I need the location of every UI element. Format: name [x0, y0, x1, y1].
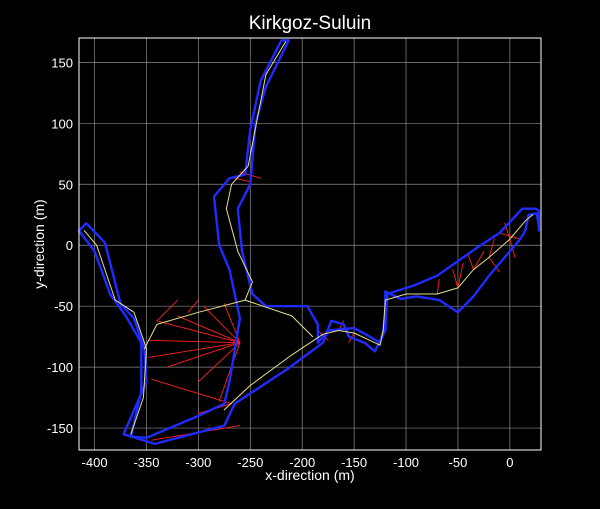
- splays-polyline: [467, 254, 474, 271]
- centerline-polyline: [244, 299, 314, 338]
- y-tick-label: -150: [47, 421, 73, 436]
- splays-polyline: [452, 269, 459, 289]
- plot-frame: [78, 37, 542, 451]
- x-axis-label: x-direction (m): [265, 467, 354, 483]
- splays-polyline: [234, 177, 251, 183]
- y-tick-label: -50: [54, 299, 73, 314]
- x-tick-label: -300: [185, 455, 211, 470]
- x-tick-label: -200: [289, 455, 315, 470]
- x-tick-label: -400: [82, 455, 108, 470]
- splays-polyline: [488, 238, 495, 258]
- splays-polyline: [166, 342, 241, 368]
- splays-polyline: [488, 256, 500, 273]
- y-tick-label: -100: [47, 360, 73, 375]
- centerline-polyline: [223, 299, 386, 411]
- x-tick-label: -150: [341, 455, 367, 470]
- plot-lines: [77, 39, 541, 446]
- splays-polyline: [156, 320, 241, 344]
- x-tick-label: -50: [449, 455, 468, 470]
- splays-polyline: [197, 342, 241, 383]
- x-tick-label: -250: [237, 455, 263, 470]
- y-tick-label: 0: [66, 238, 73, 253]
- centerline-polyline: [143, 41, 287, 350]
- walls-polyline: [77, 207, 541, 446]
- y-tick-label: 100: [51, 116, 73, 131]
- walls-polyline: [77, 39, 541, 439]
- grid-lines: [79, 38, 541, 450]
- splays-polyline: [156, 299, 179, 322]
- y-tick-label: 50: [59, 177, 73, 192]
- splays-polyline: [148, 342, 241, 358]
- centerline-polyline: [83, 230, 147, 435]
- centerline-polyline: [384, 214, 534, 301]
- y-axis-label: y-direction (m): [31, 199, 47, 288]
- x-tick-label: -100: [393, 455, 419, 470]
- splays-polyline: [203, 305, 241, 344]
- splays-polyline: [218, 342, 241, 402]
- splays-polyline: [473, 250, 485, 271]
- splays-polyline: [177, 315, 241, 344]
- x-tick-label: 0: [506, 455, 513, 470]
- x-tick-label: -350: [133, 455, 159, 470]
- splays-polyline: [148, 339, 241, 344]
- splays-polyline: [457, 263, 464, 289]
- splays-polyline: [499, 232, 521, 240]
- y-tick-label: 150: [51, 55, 73, 70]
- splays-polyline: [187, 299, 199, 313]
- tick-labels: -400 -350 -300 -250 -200 -150 -100 -50 0 -150 -100…: [47, 55, 514, 470]
- chart-title: Kirkgoz-Suluin: [249, 13, 372, 34]
- splays-polyline: [151, 378, 233, 405]
- splays-polyline: [436, 278, 440, 295]
